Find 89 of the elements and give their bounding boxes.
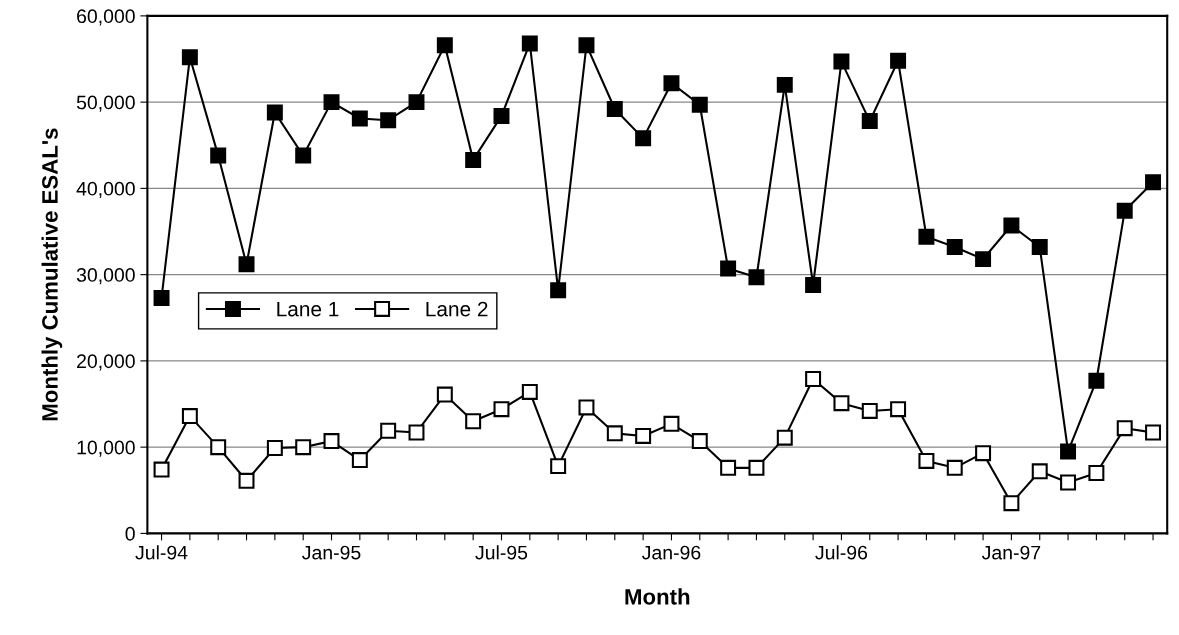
x-tick-label: Jul-96 bbox=[815, 545, 868, 560]
point bbox=[890, 52, 907, 69]
point bbox=[493, 107, 510, 124]
point bbox=[266, 440, 283, 456]
point bbox=[861, 113, 878, 130]
point bbox=[210, 147, 227, 164]
point bbox=[380, 422, 397, 439]
y-tick-label: 50,000 bbox=[76, 95, 135, 112]
point bbox=[663, 415, 680, 432]
point bbox=[748, 459, 765, 476]
point bbox=[550, 458, 567, 475]
y-tick-label: 10,000 bbox=[77, 440, 135, 457]
point bbox=[635, 427, 652, 444]
point bbox=[805, 277, 822, 293]
point bbox=[1116, 420, 1133, 437]
point bbox=[238, 256, 255, 273]
x-tick-label: Jan-97 bbox=[981, 545, 1041, 560]
point bbox=[550, 282, 567, 299]
point bbox=[975, 251, 992, 268]
point bbox=[408, 94, 425, 111]
point bbox=[465, 413, 482, 430]
point bbox=[663, 75, 680, 92]
point bbox=[606, 425, 623, 442]
point bbox=[861, 402, 878, 419]
point bbox=[890, 401, 907, 418]
point bbox=[238, 472, 255, 489]
y-tick-label: 40,000 bbox=[76, 181, 135, 198]
point bbox=[323, 94, 340, 111]
legend-label: Lane 1 bbox=[277, 301, 339, 317]
x-axis-title: Month bbox=[625, 588, 690, 605]
point bbox=[153, 461, 170, 478]
x-tick-label: Jul-95 bbox=[475, 545, 528, 560]
legend-label: Lane 2 bbox=[426, 301, 488, 317]
point bbox=[153, 289, 170, 306]
y-tick-label: 60,000 bbox=[77, 9, 135, 26]
point bbox=[1116, 202, 1133, 219]
point bbox=[1088, 372, 1105, 389]
y-tick-label: 30,000 bbox=[76, 268, 135, 285]
x-tick-label: Jan-96 bbox=[642, 545, 701, 560]
point bbox=[918, 228, 935, 245]
point bbox=[210, 439, 227, 456]
y-tick-label: 0 bbox=[125, 526, 135, 541]
point bbox=[776, 429, 793, 446]
y-tick-label: 20,000 bbox=[77, 354, 135, 371]
point bbox=[1003, 495, 1020, 512]
point bbox=[408, 424, 425, 441]
point bbox=[1145, 174, 1162, 191]
point bbox=[720, 260, 737, 277]
point bbox=[1031, 239, 1048, 256]
point bbox=[521, 35, 538, 52]
point bbox=[1003, 217, 1020, 234]
point bbox=[720, 459, 737, 476]
point bbox=[1060, 474, 1077, 491]
point bbox=[975, 445, 992, 462]
point bbox=[295, 439, 312, 456]
y-axis-title: Monthly Cumulative ESAL's bbox=[41, 128, 63, 421]
point bbox=[323, 433, 340, 450]
point bbox=[946, 239, 963, 256]
point bbox=[691, 96, 708, 113]
point bbox=[606, 101, 623, 118]
point bbox=[351, 452, 368, 469]
point bbox=[351, 110, 368, 127]
point bbox=[833, 395, 850, 412]
point bbox=[578, 37, 595, 54]
point bbox=[1031, 463, 1048, 480]
point bbox=[266, 104, 283, 121]
point bbox=[436, 37, 453, 54]
point bbox=[918, 452, 935, 469]
x-tick-label: Jan-95 bbox=[302, 545, 361, 560]
point bbox=[521, 383, 538, 400]
point bbox=[946, 459, 963, 476]
point bbox=[1060, 443, 1077, 460]
point bbox=[181, 408, 198, 425]
point bbox=[805, 371, 822, 387]
point bbox=[1145, 424, 1162, 441]
point bbox=[635, 130, 652, 147]
x-tick-label: Jul-94 bbox=[135, 545, 188, 560]
point bbox=[776, 76, 793, 93]
point bbox=[493, 401, 510, 418]
point bbox=[691, 433, 708, 450]
point bbox=[380, 112, 397, 129]
point bbox=[1088, 465, 1105, 482]
point bbox=[465, 151, 482, 168]
point bbox=[436, 386, 453, 403]
point bbox=[748, 269, 765, 286]
point bbox=[833, 53, 850, 70]
point bbox=[295, 147, 312, 164]
point bbox=[578, 399, 595, 416]
point bbox=[181, 49, 198, 66]
